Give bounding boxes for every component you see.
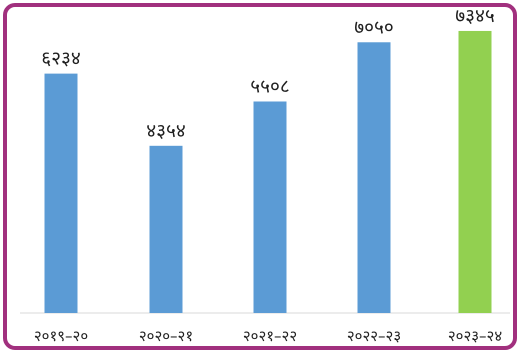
bars-group bbox=[44, 30, 492, 314]
value-label-3: ५५०८ bbox=[250, 75, 290, 97]
value-labels-group: ६२३४ ४३५४ ५५०८ ७०५० ७३४५ bbox=[41, 5, 495, 142]
value-label-4: ७०५० bbox=[354, 16, 394, 38]
category-label-2: २०२०–२१ bbox=[139, 327, 193, 345]
bar-4 bbox=[357, 42, 391, 313]
category-label-5: २०२३–२४ bbox=[448, 327, 503, 345]
category-label-4: २०२२–२३ bbox=[347, 327, 401, 345]
bar-3 bbox=[253, 101, 287, 313]
category-label-1: २०१९–२० bbox=[34, 327, 88, 345]
category-label-3: २०२१–२२ bbox=[243, 327, 297, 345]
bar-5 bbox=[458, 30, 492, 314]
value-label-5: ७३४५ bbox=[455, 5, 495, 27]
bar-2 bbox=[149, 145, 183, 313]
value-label-1: ६२३४ bbox=[41, 48, 81, 70]
value-label-2: ४३५४ bbox=[146, 120, 186, 142]
bar-1 bbox=[44, 73, 78, 313]
category-labels-group: २०१९–२० २०२०–२१ २०२१–२२ २०२२–२३ २०२३–२४ bbox=[34, 327, 503, 345]
